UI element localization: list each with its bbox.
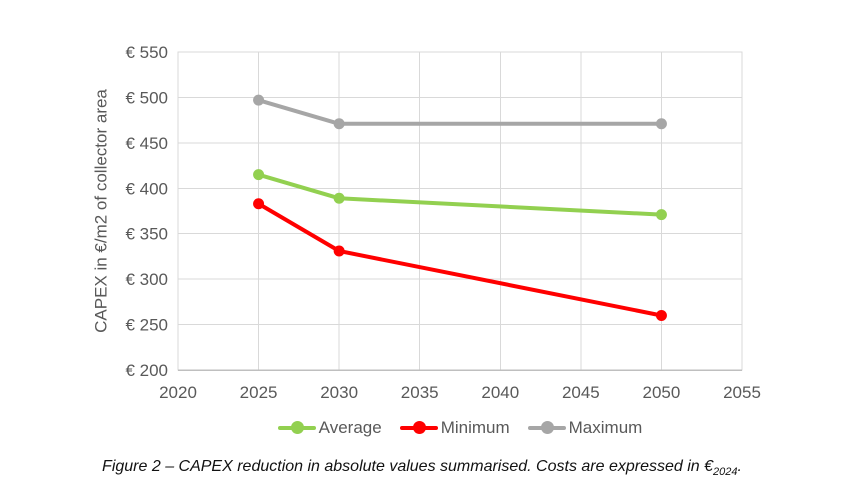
y-tick-label: € 300 (125, 270, 168, 289)
series-line-minimum (256, 201, 664, 318)
legend-item-minimum: Minimum (399, 417, 510, 437)
chart-legend: Average Minimum Maximum (178, 414, 742, 440)
x-tick-label: 2035 (401, 383, 439, 402)
legend-item-maximum: Maximum (527, 417, 643, 437)
data-point-minimum-2050 (655, 309, 667, 321)
y-tick-label: € 350 (125, 225, 168, 244)
series-line-maximum (256, 98, 664, 126)
caption-subscript-year: 2024 (713, 466, 738, 479)
legend-dot (540, 420, 554, 434)
y-tick-label: € 250 (125, 316, 168, 335)
x-tick-label: 2025 (240, 383, 278, 402)
caption-text: Figure 2 – CAPEX reduction in absolute v… (102, 458, 714, 475)
x-tick-label: 2030 (320, 383, 358, 402)
legend-line-dot-icon (399, 420, 438, 434)
legend-label-maximum: Maximum (568, 417, 643, 437)
x-tick-label: 2050 (643, 383, 681, 402)
x-tick-label: 2020 (159, 383, 197, 402)
legend-dot (290, 420, 304, 434)
legend-item-average: Average (277, 417, 382, 437)
x-tick-label: 2045 (562, 383, 600, 402)
y-tick-label: € 400 (125, 179, 168, 198)
data-point-maximum-2025 (253, 94, 265, 106)
y-tick-label: € 450 (125, 134, 168, 153)
data-point-average-2030 (333, 192, 345, 204)
y-axis-title: CAPEX in €/m2 of collector area (92, 89, 111, 333)
series-line-average (256, 172, 664, 217)
data-point-minimum-2025 (253, 198, 265, 210)
data-point-maximum-2030 (333, 118, 345, 130)
capex-line-chart: € 200 € 250 € 300 € 350 € 400 € 450 € 500 € 550… (92, 43, 761, 402)
legend-line-dot-icon (277, 420, 316, 434)
legend-dot (412, 420, 426, 434)
y-tick-label: € 200 (125, 361, 168, 380)
data-point-average-2025 (253, 169, 265, 181)
y-tick-label: € 550 (125, 43, 168, 62)
figure-caption: Figure 2 – CAPEX reduction in absolute v… (0, 458, 844, 478)
legend-label-average: Average (318, 417, 382, 437)
x-tick-label: 2040 (481, 383, 519, 402)
x-tick-label: 2055 (723, 383, 761, 402)
legend-label-minimum: Minimum (440, 417, 510, 437)
caption-period: . (737, 458, 742, 475)
data-point-minimum-2030 (333, 245, 345, 257)
data-point-maximum-2050 (655, 118, 667, 130)
data-point-average-2050 (655, 209, 667, 221)
legend-line-dot-icon (527, 420, 566, 434)
y-tick-label: € 500 (125, 88, 168, 107)
